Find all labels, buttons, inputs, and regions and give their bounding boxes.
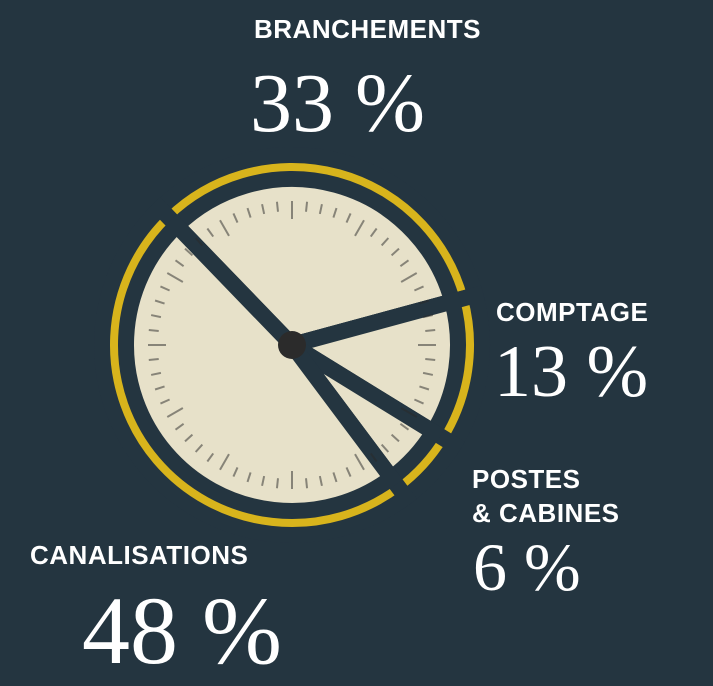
gauge-tick [149,330,159,331]
gauge-tick [306,202,307,212]
slice-label: BRANCHEMENTS [254,12,481,46]
value-label: 13 % [494,330,648,415]
gauge-tick [425,359,435,360]
value-label: 6 % [473,528,581,607]
gauge-tick [306,478,307,488]
slice-label: CANALISATIONS [30,538,248,572]
gauge-tick [277,478,278,488]
gauge-hub [278,331,306,359]
slice-label: COMPTAGE [496,295,648,329]
gauge-tick [425,330,435,331]
gauge-tick [277,202,278,212]
page: BRANCHEMENTS 33 % COMPTAGE 13 % POSTES &… [0,0,713,672]
slice-label: POSTES & CABINES [472,462,620,530]
gauge-tick [149,359,159,360]
value-label: 33 % [250,55,425,152]
value-label: 48 % [82,575,282,686]
